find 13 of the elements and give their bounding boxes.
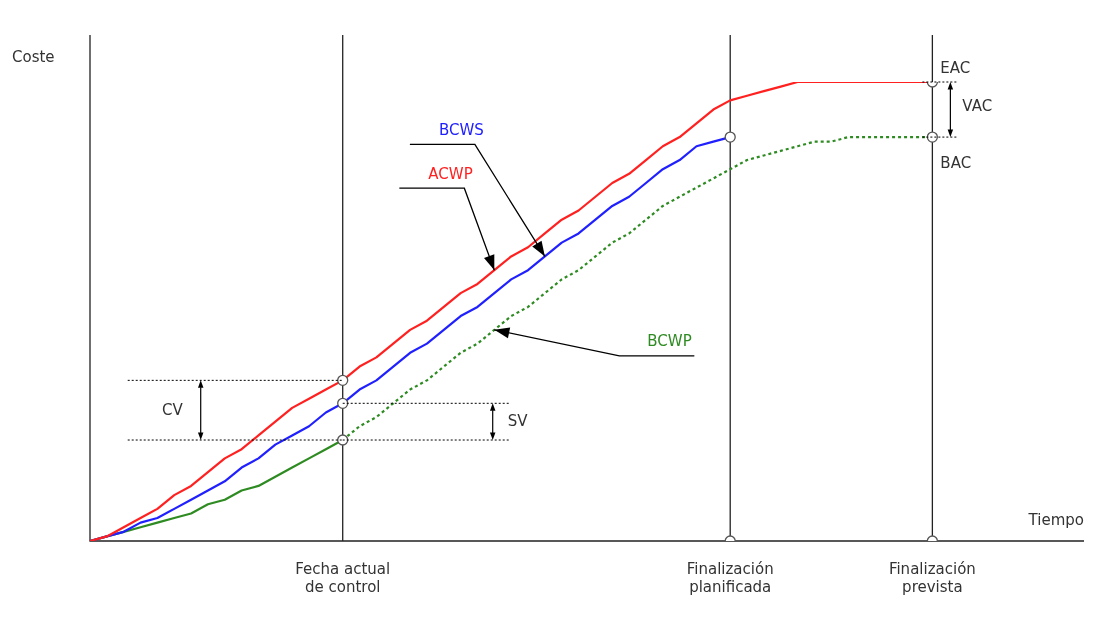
x-tick-label: Finalización planificada — [686, 559, 774, 596]
y-axis-title: Coste — [12, 47, 55, 66]
annotation: CV — [161, 400, 184, 419]
text: BCWP — [647, 332, 692, 351]
annotation: SV — [507, 412, 529, 431]
x-tick-label: Finalización prevista — [888, 559, 976, 596]
annotation: BAC — [940, 153, 972, 172]
text: ACWP — [428, 164, 473, 183]
annotation: EAC — [940, 58, 971, 77]
x-tick-label: Fecha actual de control — [295, 559, 391, 596]
text: BCWS — [438, 120, 484, 139]
annotation: VAC — [962, 97, 993, 116]
x-axis-title: Tiempo — [1027, 511, 1084, 530]
